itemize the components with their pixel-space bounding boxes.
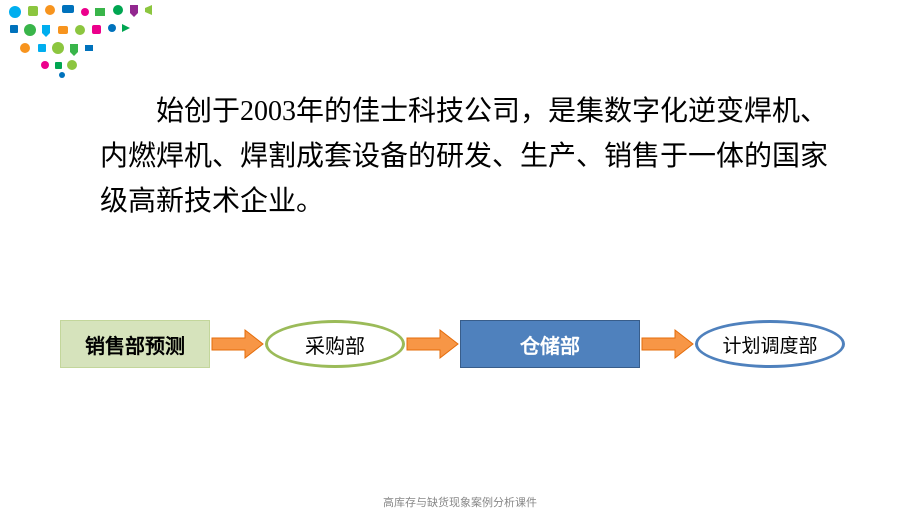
flow-node-warehouse: 仓储部	[460, 320, 640, 368]
flow-node-planning: 计划调度部	[695, 320, 845, 368]
flow-arrow-3	[640, 326, 695, 362]
flow-node-sales: 销售部预测	[60, 320, 210, 368]
flow-arrow-1	[210, 326, 265, 362]
decorative-icon-cluster	[0, 0, 200, 80]
main-paragraph: 始创于2003年的佳士科技公司，是集数字化逆变焊机、内燃焊机、焊割成套设备的研发…	[100, 90, 840, 224]
footer-caption: 高库存与缺货现象案例分析课件	[0, 494, 920, 510]
flow-node-label: 计划调度部	[722, 331, 817, 358]
process-flow: 销售部预测 采购部 仓储部 计划调度部	[60, 320, 845, 368]
flow-node-label: 销售部预测	[85, 330, 185, 359]
flow-node-label: 仓储部	[520, 330, 580, 359]
flow-node-purchase: 采购部	[265, 320, 405, 368]
flow-arrow-2	[405, 326, 460, 362]
flow-node-label: 采购部	[305, 330, 365, 359]
